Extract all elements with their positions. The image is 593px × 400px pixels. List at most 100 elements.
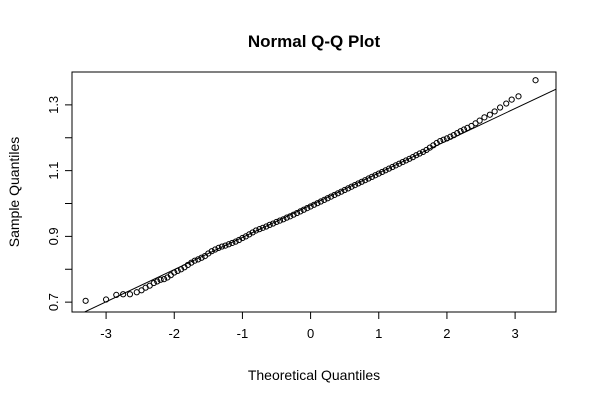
- data-point: [154, 278, 161, 285]
- data-point: [515, 93, 522, 100]
- data-point: [392, 162, 399, 169]
- data-point: [406, 155, 413, 162]
- data-point: [379, 168, 386, 176]
- data-point: [239, 234, 246, 242]
- data-point: [476, 117, 483, 124]
- data-point: [304, 205, 311, 212]
- data-point: [443, 135, 451, 142]
- data-point: [297, 208, 304, 215]
- x-tick-label: -3: [100, 326, 112, 341]
- data-point: [113, 291, 120, 299]
- data-point: [276, 217, 284, 224]
- y-tick-label: 1.1: [46, 162, 61, 180]
- data-point: [491, 108, 498, 115]
- data-point: [358, 178, 365, 185]
- data-point: [497, 104, 504, 111]
- data-point: [177, 266, 185, 273]
- data-point: [266, 221, 273, 228]
- data-point: [460, 126, 468, 133]
- data-point: [246, 231, 253, 238]
- data-point: [232, 238, 239, 245]
- data-point: [242, 233, 249, 240]
- y-tick-label: 0.9: [46, 227, 61, 245]
- x-tick-label: 2: [443, 326, 450, 341]
- y-tick-label: 0.7: [46, 293, 61, 311]
- points-layer: [82, 77, 539, 304]
- x-tick-label: 0: [307, 326, 314, 341]
- data-point: [450, 132, 457, 139]
- data-point: [402, 157, 410, 164]
- data-point: [324, 195, 331, 202]
- data-point: [362, 177, 369, 184]
- data-point: [300, 206, 307, 213]
- data-point: [447, 133, 454, 140]
- x-tick-label: 1: [375, 326, 382, 341]
- data-point: [174, 267, 181, 275]
- data-point: [269, 220, 277, 227]
- reference-line-layer: [83, 88, 556, 312]
- data-point: [409, 154, 416, 161]
- chart-title: Normal Q-Q Plot: [248, 32, 381, 51]
- x-tick-label: -2: [168, 326, 180, 341]
- y-axis: 0.7 0.9 1.1 1.3: [46, 96, 72, 311]
- data-point: [508, 96, 515, 103]
- data-point: [382, 167, 389, 174]
- data-point: [249, 229, 256, 236]
- data-point: [454, 130, 461, 137]
- data-point: [82, 297, 89, 304]
- data-point: [120, 291, 127, 298]
- x-axis: -3 -2 -1 0 1 2 3: [100, 312, 519, 341]
- data-point: [419, 148, 427, 155]
- data-point: [327, 193, 335, 200]
- y-axis-label: Sample Quantiles: [6, 137, 22, 248]
- data-point: [287, 213, 294, 220]
- data-point: [102, 296, 110, 303]
- x-tick-label: -1: [237, 326, 249, 341]
- data-point: [218, 243, 226, 250]
- data-point: [191, 257, 198, 264]
- data-point: [413, 152, 420, 159]
- data-point: [341, 186, 348, 194]
- data-point: [225, 241, 232, 248]
- data-point: [150, 279, 157, 287]
- data-point: [273, 218, 280, 226]
- data-point: [160, 276, 168, 283]
- data-point: [198, 254, 205, 261]
- data-point: [344, 185, 352, 192]
- data-point: [338, 188, 345, 195]
- data-point: [532, 77, 539, 84]
- data-point: [222, 242, 229, 249]
- data-point: [481, 114, 488, 121]
- data-point: [195, 256, 202, 263]
- data-point: [385, 165, 393, 172]
- data-point: [331, 191, 338, 199]
- data-point: [416, 150, 423, 157]
- data-point: [252, 227, 260, 234]
- data-point: [486, 111, 493, 118]
- data-point: [375, 170, 382, 177]
- qq-reference-line: [83, 88, 556, 312]
- data-point: [307, 203, 314, 210]
- data-point: [437, 137, 444, 145]
- data-point: [293, 209, 301, 217]
- data-point: [280, 216, 287, 223]
- data-point: [256, 226, 263, 233]
- data-point: [290, 211, 297, 218]
- data-point: [503, 100, 510, 107]
- data-point: [229, 239, 236, 247]
- data-point: [317, 198, 324, 205]
- data-point: [355, 180, 362, 187]
- data-point: [457, 128, 464, 135]
- data-point: [263, 223, 270, 230]
- data-point: [235, 236, 243, 244]
- x-tick-label: 3: [511, 326, 518, 341]
- data-point: [188, 259, 195, 266]
- data-point: [157, 276, 164, 283]
- plot-frame: [71, 71, 557, 313]
- data-point: [348, 183, 355, 190]
- data-point: [259, 224, 266, 231]
- data-point: [351, 181, 359, 189]
- data-point: [399, 158, 406, 166]
- data-point: [433, 139, 440, 147]
